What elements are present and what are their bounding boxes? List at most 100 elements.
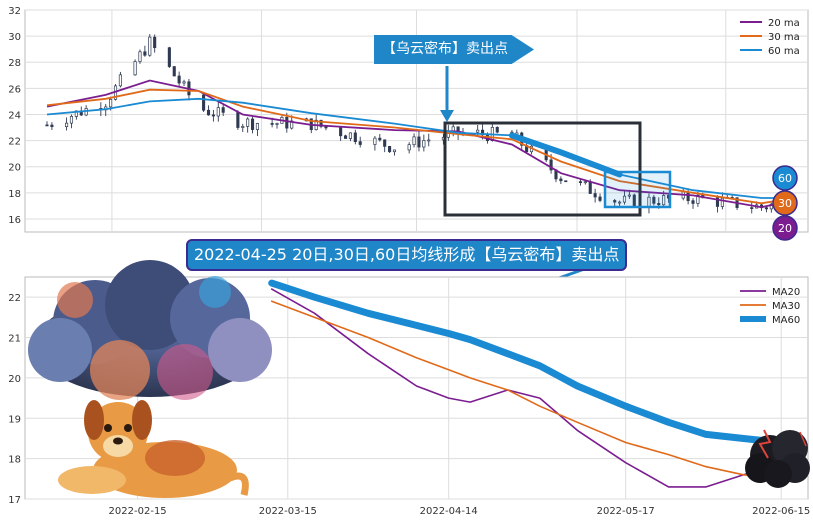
top-y-tick-label: 16 <box>8 215 21 226</box>
top-y-tick-label: 18 <box>8 189 21 200</box>
top-y-tick-label: 20 <box>8 163 21 174</box>
top-line-30-ma <box>46 88 787 205</box>
candle-body <box>618 201 622 204</box>
candle-body <box>167 47 171 67</box>
candle-body <box>613 200 617 203</box>
badge-20-label: 20 <box>778 222 792 235</box>
top-y-tick-label: 24 <box>8 110 21 121</box>
top-legend-label: 20 ma <box>768 18 800 29</box>
candle-body <box>290 120 294 129</box>
candle-body <box>348 132 352 139</box>
bottom-x-tick-label: 2022-04-14 <box>420 506 478 517</box>
candle-body <box>50 124 54 127</box>
candle-body <box>319 119 323 127</box>
bottom-y-tick-label: 20 <box>8 374 21 385</box>
candle-body <box>476 129 480 133</box>
dog-illustration <box>58 400 249 498</box>
candle-body <box>495 127 499 133</box>
candle-body <box>241 126 245 128</box>
pattern-description-callout: 2022-04-25 20日,30日,60日均线形成【乌云密布】卖出点 <box>186 239 628 271</box>
bottom-legend: MA20 MA30 MA60 <box>740 287 800 326</box>
candle-body <box>388 146 392 153</box>
candle-body <box>750 207 754 209</box>
top-ma-lines <box>46 79 787 209</box>
badge-30-label: 30 <box>778 197 792 210</box>
candle-body <box>383 139 387 147</box>
candle-body <box>133 61 137 76</box>
bottom-legend-label: MA30 <box>772 301 800 312</box>
candle-body <box>373 137 377 145</box>
candle-body <box>353 132 357 143</box>
dark-cloud-illustration <box>745 429 810 488</box>
candle-body <box>206 109 211 116</box>
candle-body <box>769 203 773 210</box>
candle-body <box>578 181 583 184</box>
signal-box-large <box>443 121 642 217</box>
candle-body <box>255 123 259 130</box>
bottom-x-tick-label: 2022-03-15 <box>259 506 317 517</box>
candle-body <box>715 197 720 207</box>
candle-body <box>148 36 152 56</box>
storm-cloud-illustration <box>28 260 272 400</box>
candle-body <box>270 123 274 125</box>
badge-60-label: 60 <box>778 172 792 185</box>
candle-body <box>657 203 661 206</box>
candle-body <box>177 75 181 84</box>
candle-body <box>622 195 627 203</box>
candle-body <box>109 98 113 108</box>
candle-body <box>417 136 421 148</box>
candle-body <box>275 123 279 125</box>
candle-body <box>236 112 240 128</box>
top-line-60-ma-highlight <box>508 132 623 178</box>
candle-body <box>343 135 348 139</box>
callout-pointer-head-top <box>440 110 454 122</box>
badge-60: 60 <box>772 165 798 191</box>
bottom-line-MA30 <box>270 300 783 480</box>
candle-body <box>720 197 724 207</box>
top-legend-label: 30 ma <box>768 32 800 43</box>
candle-body <box>549 159 553 171</box>
candle-body <box>407 144 411 151</box>
top-line-60-ma <box>46 97 786 199</box>
candle-body <box>696 194 700 204</box>
candle-body <box>451 126 455 132</box>
candle-body <box>339 127 343 137</box>
bottom-line-MA20 <box>270 288 783 488</box>
bottom-y-tick-label: 19 <box>8 414 21 425</box>
bottom-x-ticks: 2022-02-15 2022-03-15 2022-04-14 2022-05-17… <box>109 506 811 517</box>
bottom-line-MA60 <box>268 279 785 446</box>
candle-body <box>138 51 142 62</box>
signal-box-small <box>603 170 672 209</box>
candle-body <box>246 118 250 127</box>
candle-body <box>559 178 563 182</box>
candle-body <box>69 116 74 124</box>
candle-body <box>250 118 255 130</box>
top-y-tick-label: 30 <box>8 32 21 43</box>
bottom-x-tick-label: 2022-06-15 <box>752 506 810 517</box>
candle-body <box>627 194 631 197</box>
bottom-y-ticks: 17 18 19 20 21 22 <box>8 293 21 506</box>
candle-body <box>598 196 602 201</box>
candle-body <box>564 180 568 183</box>
candle-body <box>764 207 768 210</box>
top-y-ticks: 16 18 20 22 24 26 28 30 32 <box>8 6 21 226</box>
top-y-tick-label: 22 <box>8 137 21 148</box>
bottom-x-tick-label: 2022-02-15 <box>109 506 167 517</box>
top-legend: 20 ma 30 ma 60 ma <box>740 18 800 57</box>
bottom-legend-label: MA20 <box>772 287 800 298</box>
candle-body <box>583 181 587 184</box>
candle-body <box>118 74 122 87</box>
candle-body <box>74 110 78 117</box>
top-y-tick-label: 28 <box>8 58 21 69</box>
bottom-legend-label: MA60 <box>772 315 800 326</box>
top-y-tick-label: 32 <box>8 6 21 17</box>
candle-body <box>686 191 690 202</box>
candle-body <box>427 139 431 142</box>
bottom-ma-lines <box>268 279 785 488</box>
candle-body <box>422 140 426 148</box>
candle-body <box>662 195 666 206</box>
candle-body <box>378 137 382 141</box>
candle-body <box>45 124 49 127</box>
top-y-tick-label: 26 <box>8 84 21 95</box>
candle-body <box>143 51 147 56</box>
